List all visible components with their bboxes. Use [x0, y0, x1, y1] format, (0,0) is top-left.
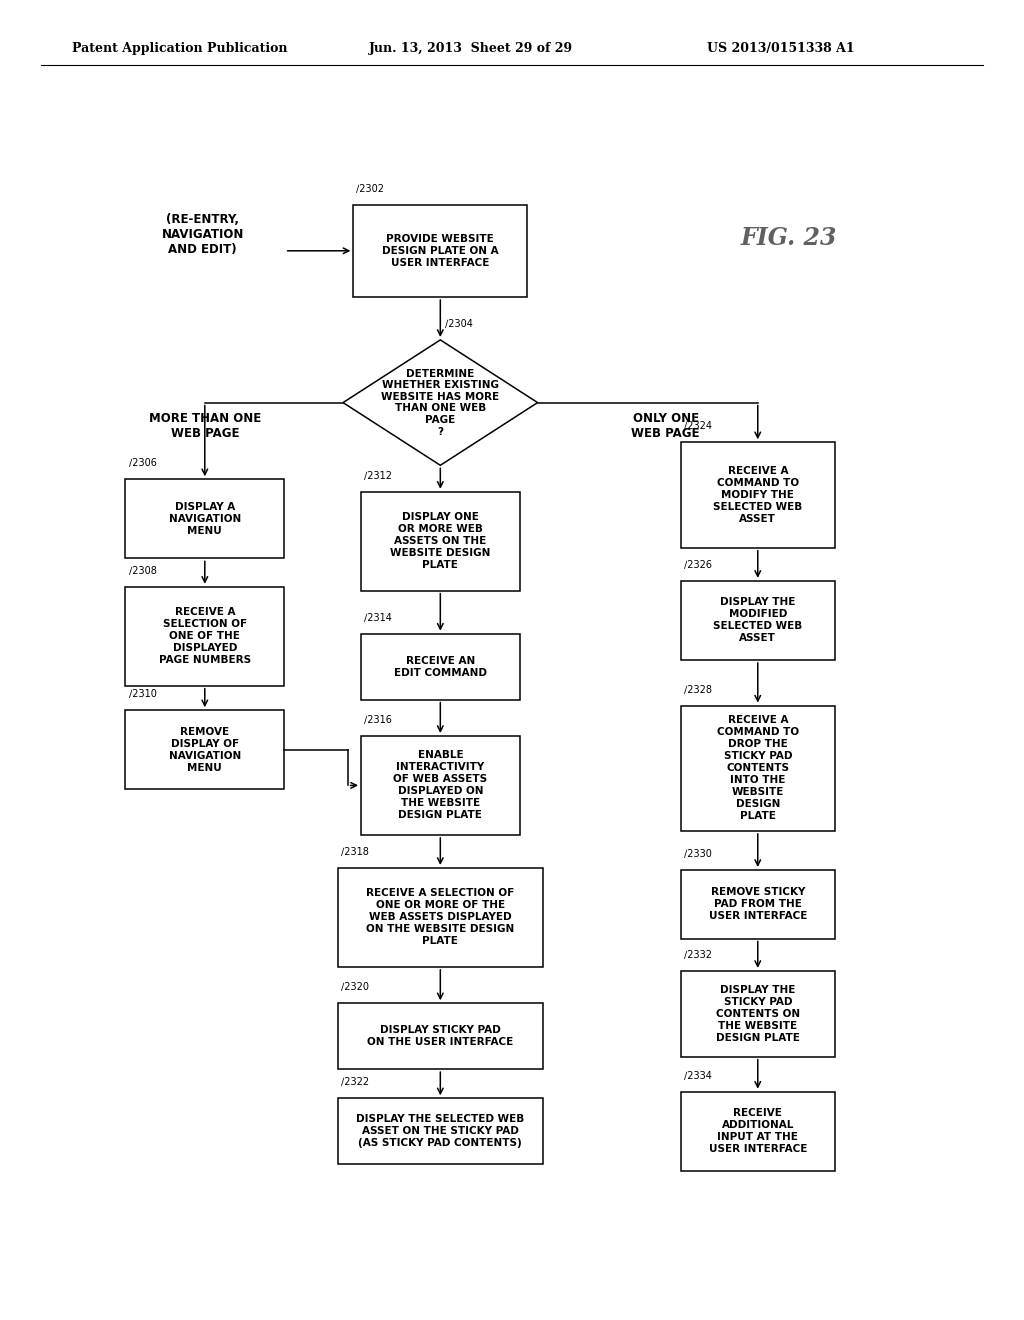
Polygon shape: [343, 341, 538, 466]
Text: RECEIVE A SELECTION OF
ONE OR MORE OF THE
WEB ASSETS DISPLAYED
ON THE WEBSITE DE: RECEIVE A SELECTION OF ONE OR MORE OF TH…: [367, 888, 514, 946]
Text: DISPLAY A
NAVIGATION
MENU: DISPLAY A NAVIGATION MENU: [169, 502, 241, 536]
Text: ∕2324: ∕2324: [684, 420, 712, 430]
Text: ∕2306: ∕2306: [129, 457, 157, 467]
Text: ONLY ONE
WEB PAGE: ONLY ONE WEB PAGE: [632, 412, 699, 441]
FancyBboxPatch shape: [681, 442, 835, 548]
Text: PROVIDE WEBSITE
DESIGN PLATE ON A
USER INTERFACE: PROVIDE WEBSITE DESIGN PLATE ON A USER I…: [382, 234, 499, 268]
Text: ∕2314: ∕2314: [365, 611, 392, 622]
FancyBboxPatch shape: [126, 710, 285, 789]
Text: US 2013/0151338 A1: US 2013/0151338 A1: [707, 42, 854, 55]
FancyBboxPatch shape: [681, 870, 835, 939]
FancyBboxPatch shape: [681, 581, 835, 660]
Text: DISPLAY THE SELECTED WEB
ASSET ON THE STICKY PAD
(AS STICKY PAD CONTENTS): DISPLAY THE SELECTED WEB ASSET ON THE ST…: [356, 1114, 524, 1148]
Text: ∕2310: ∕2310: [129, 688, 157, 698]
FancyBboxPatch shape: [338, 1003, 543, 1069]
Text: ∕2320: ∕2320: [341, 981, 369, 991]
Text: ∕2334: ∕2334: [684, 1069, 712, 1080]
FancyBboxPatch shape: [360, 737, 519, 834]
Text: ∕2316: ∕2316: [365, 714, 392, 723]
Text: ∕2328: ∕2328: [684, 684, 712, 694]
FancyBboxPatch shape: [360, 634, 519, 700]
Text: ∕2322: ∕2322: [341, 1076, 369, 1086]
FancyBboxPatch shape: [681, 1092, 835, 1171]
Text: DETERMINE
WHETHER EXISTING
WEBSITE HAS MORE
THAN ONE WEB
PAGE
?: DETERMINE WHETHER EXISTING WEBSITE HAS M…: [381, 368, 500, 437]
Text: Jun. 13, 2013  Sheet 29 of 29: Jun. 13, 2013 Sheet 29 of 29: [369, 42, 572, 55]
Text: ∕2312: ∕2312: [365, 470, 392, 480]
Text: (RE-ENTRY,
NAVIGATION
AND EDIT): (RE-ENTRY, NAVIGATION AND EDIT): [162, 214, 244, 256]
Text: Patent Application Publication: Patent Application Publication: [72, 42, 287, 55]
Text: DISPLAY STICKY PAD
ON THE USER INTERFACE: DISPLAY STICKY PAD ON THE USER INTERFACE: [368, 1026, 513, 1047]
FancyBboxPatch shape: [360, 492, 519, 591]
Text: ENABLE
INTERACTIVITY
OF WEB ASSETS
DISPLAYED ON
THE WEBSITE
DESIGN PLATE: ENABLE INTERACTIVITY OF WEB ASSETS DISPL…: [393, 750, 487, 821]
Text: MORE THAN ONE
WEB PAGE: MORE THAN ONE WEB PAGE: [148, 412, 261, 441]
FancyBboxPatch shape: [353, 205, 527, 297]
Text: DISPLAY THE
STICKY PAD
CONTENTS ON
THE WEBSITE
DESIGN PLATE: DISPLAY THE STICKY PAD CONTENTS ON THE W…: [716, 985, 800, 1043]
Text: REMOVE
DISPLAY OF
NAVIGATION
MENU: REMOVE DISPLAY OF NAVIGATION MENU: [169, 727, 241, 772]
Text: ∕2304: ∕2304: [445, 318, 473, 329]
Text: FIG. 23: FIG. 23: [740, 226, 837, 249]
Text: REMOVE STICKY
PAD FROM THE
USER INTERFACE: REMOVE STICKY PAD FROM THE USER INTERFAC…: [709, 887, 807, 921]
Text: ∕2330: ∕2330: [684, 847, 712, 858]
Text: ∕2332: ∕2332: [684, 949, 712, 958]
Text: RECEIVE
ADDITIONAL
INPUT AT THE
USER INTERFACE: RECEIVE ADDITIONAL INPUT AT THE USER INT…: [709, 1109, 807, 1154]
Text: RECEIVE AN
EDIT COMMAND: RECEIVE AN EDIT COMMAND: [394, 656, 486, 677]
FancyBboxPatch shape: [126, 479, 285, 558]
FancyBboxPatch shape: [681, 972, 835, 1056]
FancyBboxPatch shape: [681, 705, 835, 832]
Text: RECEIVE A
COMMAND TO
MODIFY THE
SELECTED WEB
ASSET: RECEIVE A COMMAND TO MODIFY THE SELECTED…: [713, 466, 803, 524]
FancyBboxPatch shape: [126, 586, 285, 685]
Text: ∕2302: ∕2302: [356, 182, 384, 193]
FancyBboxPatch shape: [338, 869, 543, 966]
Text: DISPLAY THE
MODIFIED
SELECTED WEB
ASSET: DISPLAY THE MODIFIED SELECTED WEB ASSET: [713, 598, 803, 643]
Text: DISPLAY ONE
OR MORE WEB
ASSETS ON THE
WEBSITE DESIGN
PLATE: DISPLAY ONE OR MORE WEB ASSETS ON THE WE…: [390, 512, 490, 570]
Text: RECEIVE A
COMMAND TO
DROP THE
STICKY PAD
CONTENTS
INTO THE
WEBSITE
DESIGN
PLATE: RECEIVE A COMMAND TO DROP THE STICKY PAD…: [717, 715, 799, 821]
Text: RECEIVE A
SELECTION OF
ONE OF THE
DISPLAYED
PAGE NUMBERS: RECEIVE A SELECTION OF ONE OF THE DISPLA…: [159, 607, 251, 665]
FancyBboxPatch shape: [338, 1098, 543, 1164]
Text: ∕2308: ∕2308: [129, 565, 157, 576]
Text: ∕2326: ∕2326: [684, 558, 712, 569]
Text: ∕2318: ∕2318: [341, 846, 369, 857]
